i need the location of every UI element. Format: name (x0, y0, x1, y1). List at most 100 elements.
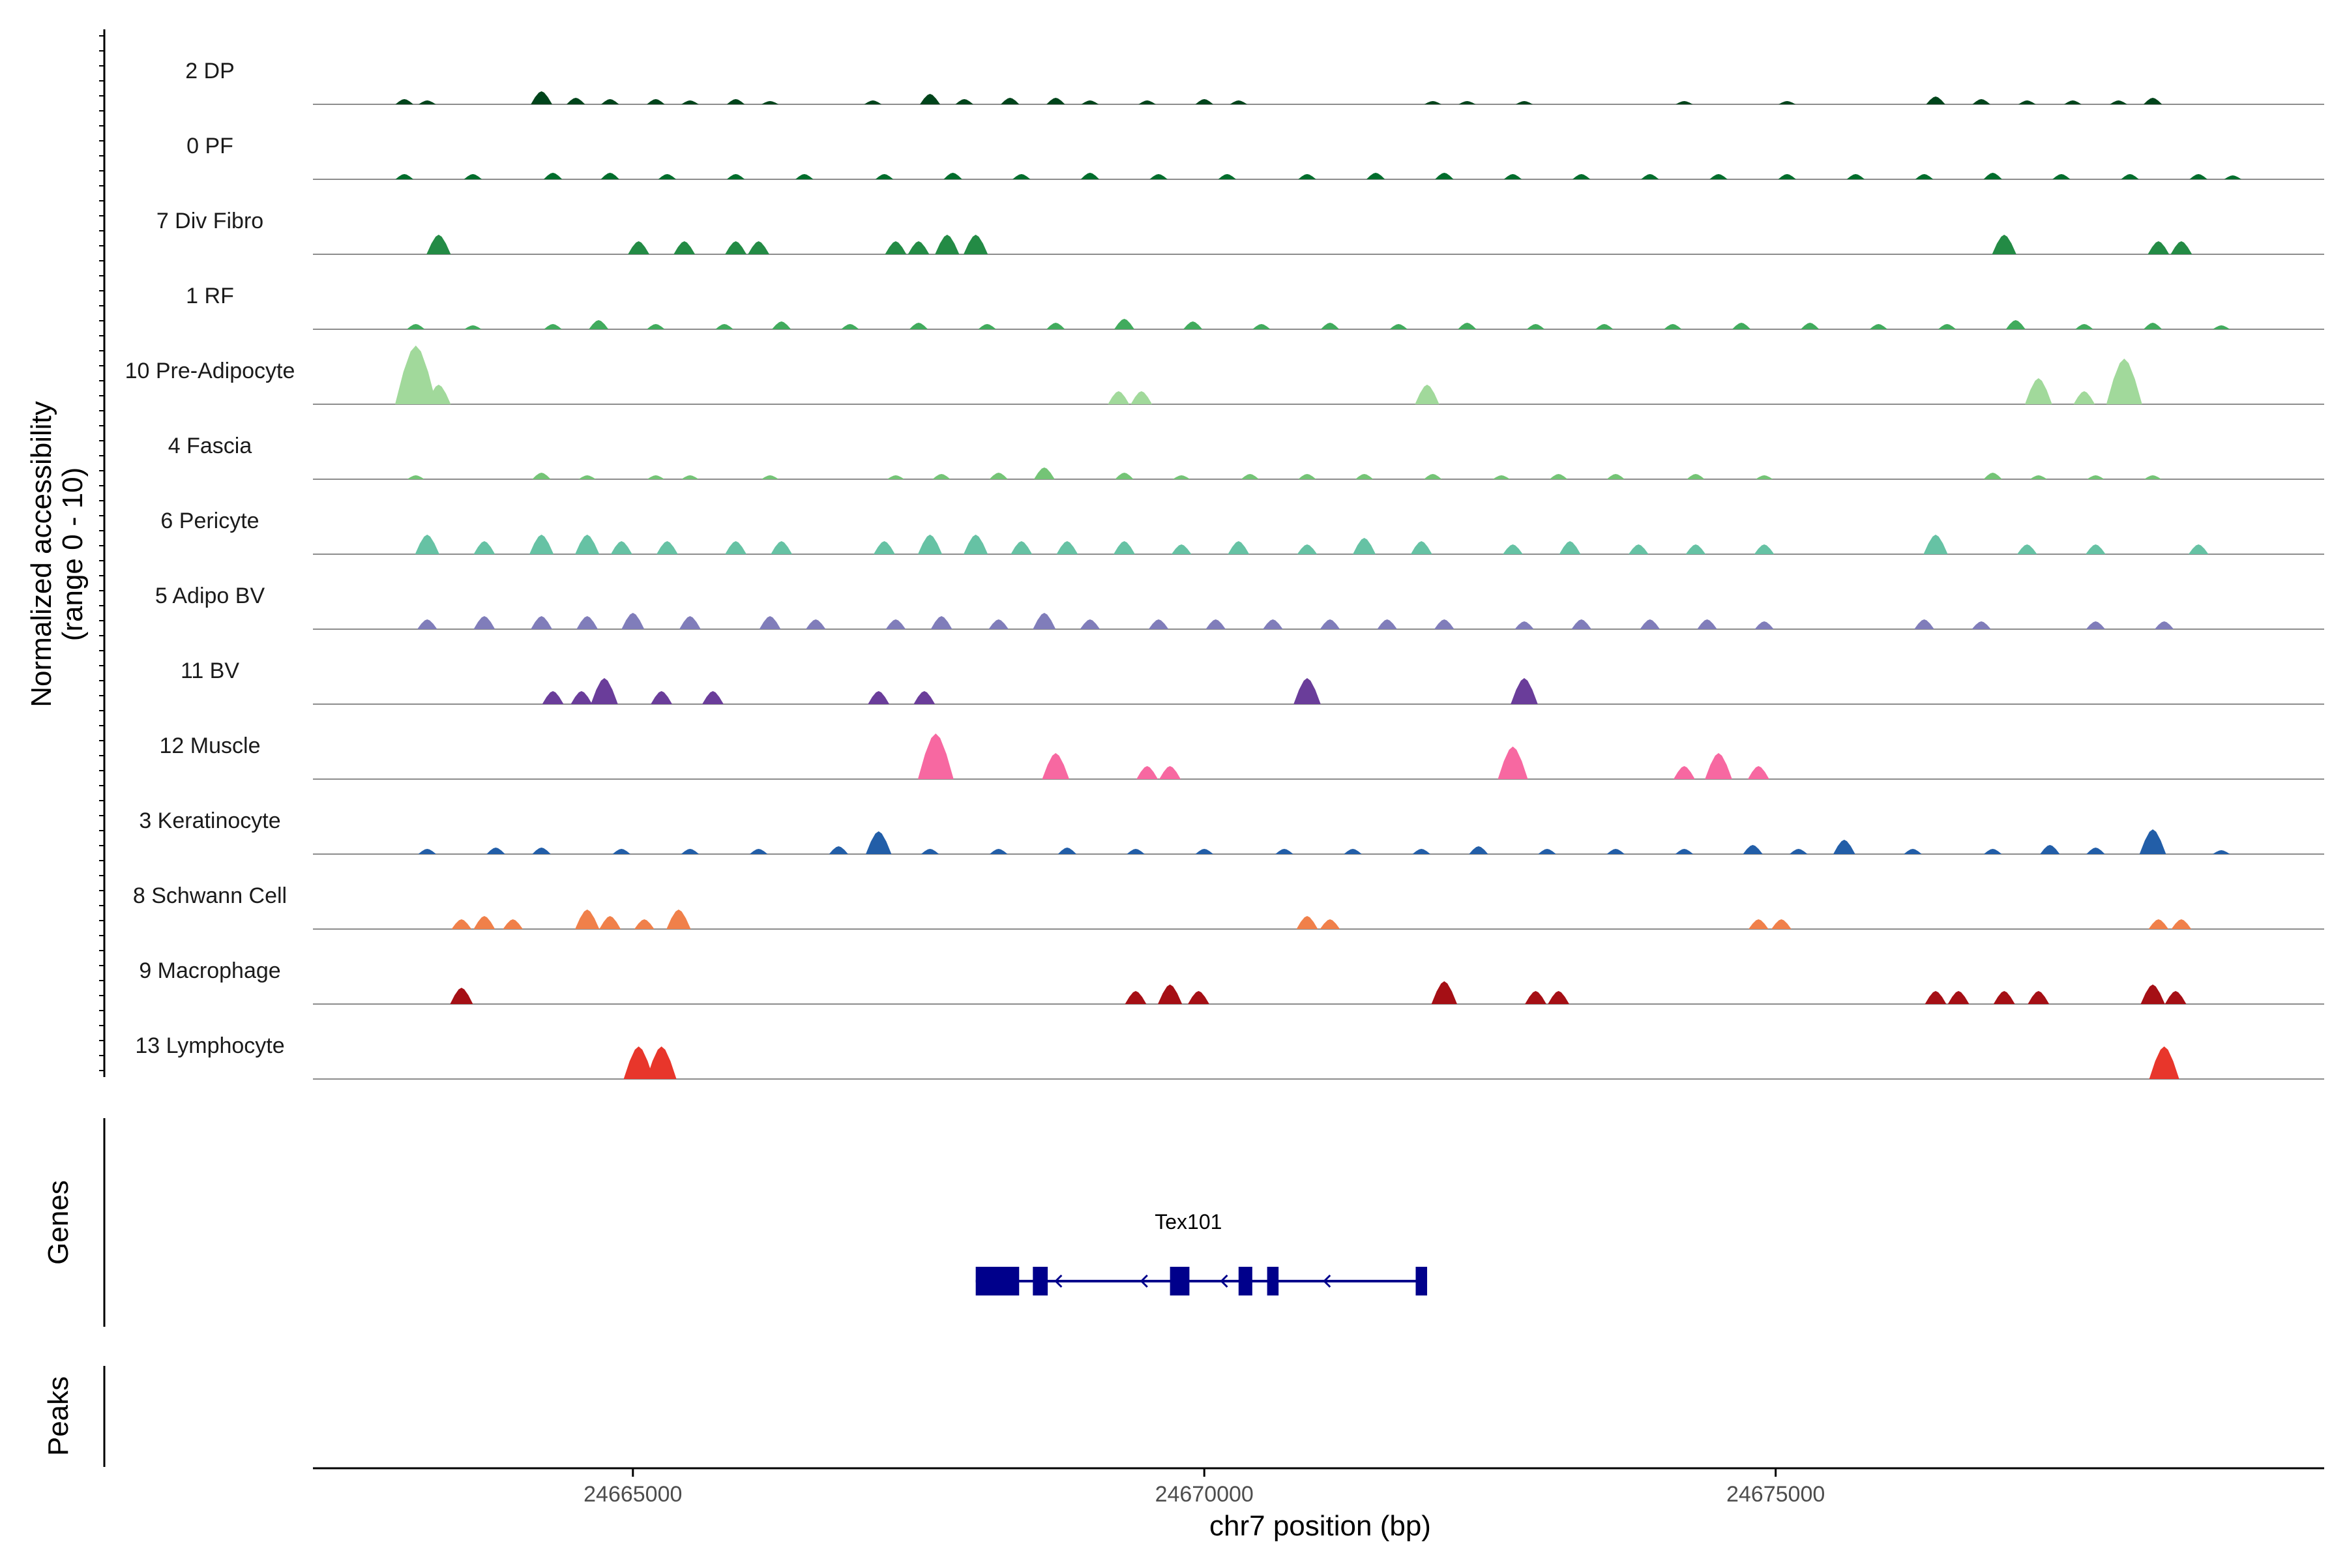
accessibility-peak (1675, 101, 1693, 104)
accessibility-peak (1320, 919, 1340, 929)
accessibility-peak (1171, 544, 1192, 554)
accessibility-peak (1228, 541, 1250, 554)
tracks-layer: 2 DP 0 PF 7 Div Fibro 1 RF 10 Pre-Adipocyte 4… (125, 59, 2324, 1080)
accessibility-peak (772, 321, 791, 329)
accessibility-peak (795, 174, 814, 179)
gene-exon (1170, 1267, 1190, 1295)
accessibility-peak (1801, 323, 1820, 329)
accessibility-peak (2212, 850, 2230, 854)
accessibility-peak (666, 910, 691, 929)
peaks-axis-title: Peaks (42, 1376, 74, 1456)
accessibility-peak (1081, 100, 1099, 104)
accessibility-peak (913, 691, 936, 704)
accessibility-peak (1687, 474, 1705, 479)
accessibility-peak (575, 535, 600, 554)
accessibility-peak (1114, 541, 1135, 554)
accessibility-peak (1056, 541, 1078, 554)
x-tick-label: 24675000 (1726, 1482, 1825, 1507)
accessibility-peak (2106, 359, 2142, 404)
accessibility-peak (1458, 101, 1476, 104)
accessibility-peak (932, 474, 951, 479)
accessibility-peak (531, 616, 552, 629)
track-13: 13 Lymphocyte (135, 1033, 2324, 1080)
accessibility-peak (989, 849, 1008, 854)
track-label: 0 PF (186, 134, 233, 158)
accessibility-peak (761, 101, 779, 104)
accessibility-peak (599, 916, 621, 929)
accessibility-peak (1252, 324, 1271, 329)
accessibility-peak (1595, 324, 1614, 329)
track-6: 6 Pericyte (160, 509, 2324, 555)
strand-arrow (1220, 1274, 1228, 1288)
accessibility-peak (1779, 101, 1796, 104)
accessibility-peak (875, 174, 894, 179)
accessibility-peak (673, 241, 696, 254)
accessibility-peak (1938, 324, 1956, 329)
accessibility-peak (600, 173, 619, 179)
accessibility-peak (1158, 984, 1183, 1004)
accessibility-peak (2189, 174, 2207, 179)
accessibility-peak (1469, 846, 1488, 854)
accessibility-peak (1983, 849, 2002, 854)
accessibility-peak (1230, 100, 1248, 104)
accessibility-peak (1183, 321, 1203, 329)
accessibility-peak (1046, 98, 1065, 104)
accessibility-peak (646, 1046, 677, 1079)
accessibility-peak (2005, 320, 2026, 329)
accessibility-peak (681, 849, 700, 854)
accessibility-peak (935, 235, 960, 254)
accessibility-peak (1263, 619, 1283, 629)
accessibility-peak (1947, 991, 1970, 1004)
accessibility-peak (1697, 619, 1717, 629)
accessibility-peak (578, 475, 596, 479)
accessibility-peak (1127, 849, 1145, 854)
accessibility-peak (589, 320, 609, 329)
track-label: 9 Macrophage (139, 958, 280, 983)
accessibility-peak (1298, 174, 1316, 179)
accessibility-peak (473, 541, 495, 554)
accessibility-peak (1115, 473, 1134, 479)
x-tick-label: 24670000 (1155, 1482, 1254, 1507)
accessibility-peak (1138, 100, 1156, 104)
accessibility-peak (601, 99, 619, 104)
accessibility-peak (829, 846, 848, 854)
accessibility-peak (1503, 174, 1522, 179)
accessibility-peak (2075, 324, 2093, 329)
accessibility-peak (1983, 473, 2002, 479)
accessibility-peak (726, 99, 745, 104)
accessibility-peak (679, 616, 701, 629)
accessibility-peak (591, 678, 618, 704)
accessibility-peak (681, 475, 699, 479)
accessibility-peak (874, 541, 895, 554)
accessibility-peak (1241, 474, 1260, 479)
accessibility-peak (634, 919, 655, 929)
accessibility-peak (955, 99, 973, 104)
y-axis-title: Normalized accessibility (25, 401, 57, 707)
accessibility-peak (1188, 991, 1209, 1004)
accessibility-peak (1130, 391, 1153, 404)
accessibility-peak (1011, 541, 1033, 554)
accessibility-peak (917, 535, 943, 554)
track-1: 0 PF (186, 134, 2324, 180)
accessibility-peak (1080, 619, 1100, 629)
accessibility-peak (1377, 619, 1397, 629)
accessibility-peak (657, 541, 678, 554)
accessibility-peak (681, 100, 699, 104)
accessibility-peak (1434, 619, 1454, 629)
accessibility-peak (1755, 475, 1773, 479)
accessibility-peak (1389, 324, 1408, 329)
accessibility-peak (1353, 538, 1376, 554)
accessibility-peak (2064, 100, 2082, 104)
track-label: 1 RF (186, 284, 234, 308)
accessibility-peak (1606, 849, 1625, 854)
track-label: 6 Pericyte (160, 509, 259, 533)
accessibility-peak (417, 619, 437, 629)
genes-axis-title: Genes (42, 1180, 74, 1265)
accessibility-peak (917, 733, 954, 779)
accessibility-peak (418, 849, 436, 854)
accessibility-peak (531, 91, 552, 104)
accessibility-peak (2148, 241, 2170, 254)
accessibility-peak (1915, 174, 1934, 179)
accessibility-peak (864, 100, 882, 104)
